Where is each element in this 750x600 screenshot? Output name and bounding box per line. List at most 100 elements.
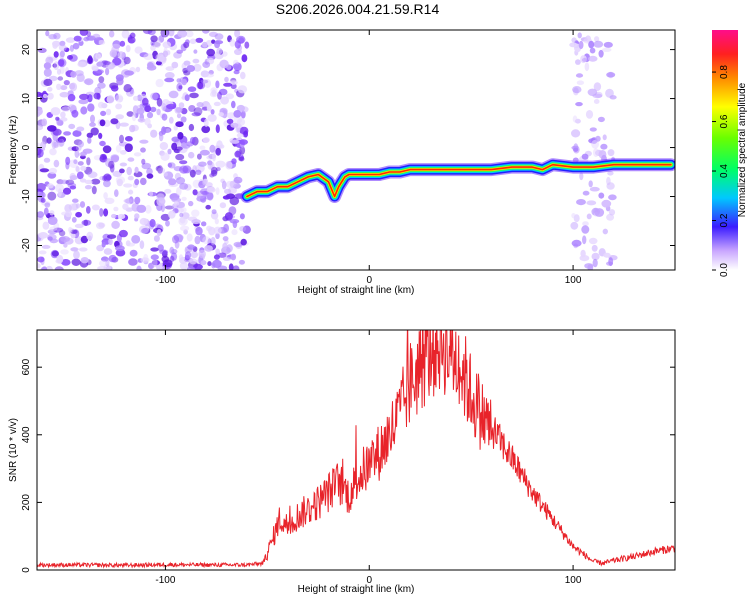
noise-speck	[189, 137, 196, 144]
noise-speck	[572, 147, 579, 152]
noise-speck	[53, 51, 59, 58]
noise-speck	[143, 53, 154, 61]
noise-speck	[214, 218, 219, 225]
noise-speck	[70, 71, 77, 78]
noise-speck	[575, 102, 583, 107]
noise-speck	[48, 34, 57, 40]
noise-speck	[120, 150, 127, 155]
noise-speck	[124, 143, 133, 152]
noise-speck	[215, 232, 220, 240]
noise-speck	[98, 132, 103, 139]
noise-speck	[98, 40, 106, 45]
noise-speck	[202, 41, 208, 48]
noise-speck	[589, 47, 596, 54]
noise-speck	[119, 122, 129, 127]
noise-speck	[220, 96, 230, 105]
x-tick-label: 0	[366, 575, 372, 586]
noise-speck	[175, 146, 183, 151]
noise-speck	[58, 44, 67, 51]
noise-speck	[229, 180, 236, 188]
noise-speck	[208, 31, 218, 38]
noise-speck	[191, 219, 201, 225]
noise-speck	[202, 30, 210, 34]
noise-speck	[123, 84, 132, 93]
noise-speck	[134, 196, 141, 205]
noise-speck	[115, 103, 122, 110]
noise-speck	[137, 118, 146, 123]
noise-speck	[192, 263, 203, 270]
noise-speck	[202, 236, 211, 245]
noise-speck	[233, 241, 243, 248]
noise-speck	[571, 37, 577, 43]
noise-speck	[84, 78, 94, 86]
noise-speck	[65, 37, 76, 43]
noise-speck	[39, 191, 46, 199]
noise-speck	[127, 175, 134, 181]
noise-speck	[177, 30, 188, 38]
noise-speck	[238, 259, 245, 265]
noise-speck	[73, 159, 78, 165]
noise-speck	[171, 136, 180, 143]
noise-speck	[86, 231, 94, 241]
noise-speck	[176, 187, 182, 196]
noise-speck	[589, 127, 597, 132]
noise-speck	[161, 113, 168, 121]
noise-speck	[239, 226, 247, 232]
noise-speck	[41, 266, 48, 270]
noise-speck	[215, 187, 220, 196]
noise-speck	[166, 103, 177, 110]
noise-speck	[226, 118, 234, 125]
noise-speck	[119, 134, 124, 144]
noise-speck	[49, 148, 57, 156]
noise-speck	[217, 91, 222, 100]
noise-speck	[110, 118, 119, 125]
noise-speck	[103, 192, 108, 200]
noise-speck	[41, 118, 48, 127]
noise-speck	[103, 248, 113, 255]
noise-speck	[104, 197, 115, 204]
noise-speck	[55, 116, 60, 121]
noise-speck	[56, 68, 62, 75]
noise-speck	[127, 36, 136, 44]
noise-speck	[117, 213, 126, 220]
noise-speck	[171, 197, 182, 203]
noise-speck	[210, 87, 218, 94]
noise-speck	[573, 87, 579, 96]
noise-speck	[593, 148, 599, 158]
noise-speck	[240, 106, 249, 113]
noise-speck	[115, 245, 125, 252]
noise-speck	[206, 48, 216, 57]
noise-speck	[129, 249, 138, 257]
noise-speck	[188, 105, 196, 112]
noise-speck	[593, 82, 602, 91]
noise-speck	[215, 80, 220, 89]
noise-speck	[162, 259, 173, 268]
noise-speck	[164, 188, 172, 194]
noise-speck	[187, 86, 197, 92]
colorbar-label: Normalized spectral amplitude	[737, 82, 748, 217]
noise-speck	[37, 211, 45, 218]
noise-speck	[47, 191, 57, 201]
snr-x-label: Height of straight line (km)	[298, 584, 415, 595]
noise-speck	[84, 185, 92, 190]
noise-speck	[144, 105, 152, 113]
noise-speck	[96, 244, 104, 252]
noise-speck	[608, 257, 614, 267]
noise-speck	[123, 56, 131, 65]
noise-speck	[174, 106, 181, 114]
noise-speck	[146, 173, 154, 179]
noise-speck	[83, 219, 89, 226]
noise-speck	[592, 258, 598, 268]
noise-speck	[196, 102, 204, 108]
noise-speck	[603, 41, 613, 48]
noise-speck	[108, 160, 115, 169]
noise-speck	[126, 111, 134, 117]
noise-speck	[602, 228, 608, 235]
noise-speck	[74, 70, 84, 77]
noise-speck	[43, 78, 53, 86]
noise-speck	[605, 88, 614, 98]
y-tick-label: 200	[21, 494, 32, 511]
noise-speck	[133, 95, 139, 101]
noise-speck	[202, 61, 211, 68]
noise-speck	[189, 38, 197, 45]
